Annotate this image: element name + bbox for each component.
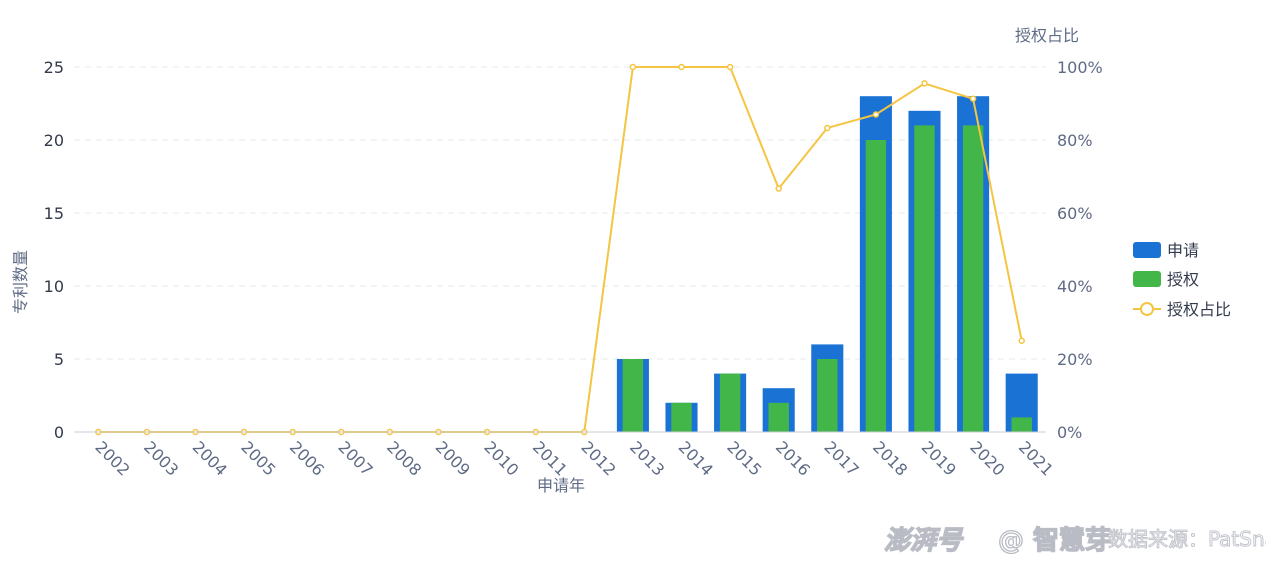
x-tick-label: 2020	[966, 437, 1008, 479]
ratio-point[interactable]	[872, 111, 880, 118]
bar-grant[interactable]	[719, 373, 741, 432]
legend-swatch-apply	[1133, 242, 1161, 258]
bar-grant[interactable]	[671, 402, 692, 432]
ratio-point[interactable]	[775, 185, 782, 192]
bar-grant[interactable]	[914, 125, 935, 433]
y-tick-label: 15	[44, 204, 64, 223]
x-tick-label: 2003	[140, 437, 182, 479]
x-tick-label: 2009	[432, 437, 474, 479]
ratio-point[interactable]	[629, 63, 637, 71]
ratio-point[interactable]	[1018, 337, 1025, 344]
x-tick-label: 2015	[723, 437, 765, 479]
axes: 0 5 10 15 20 25 0% 20% 40% 60% 80% 100% 2002 2003 2004…	[44, 58, 1103, 480]
ratio-point[interactable]	[969, 95, 977, 103]
legend-label-apply: 申请	[1167, 241, 1199, 260]
bar-grant[interactable]	[817, 359, 838, 432]
x-tick-label: 2008	[383, 437, 425, 479]
legend-swatch-grant	[1133, 271, 1161, 287]
x-tick-label: 2017	[820, 437, 862, 479]
y-right-tick-label: 80%	[1057, 131, 1093, 150]
y-tick-label: 25	[44, 58, 64, 77]
x-tick-label: 2011	[529, 437, 571, 479]
legend-label-ratio: 授权占比	[1167, 300, 1231, 319]
legend-item-apply[interactable]: 申请	[1133, 241, 1199, 260]
x-tick-label: 2021	[1015, 437, 1057, 479]
ratio-point[interactable]	[726, 63, 734, 71]
x-axis-title: 申请年	[537, 476, 585, 495]
x-tick-label: 2006	[286, 437, 328, 479]
x-tick-label: 2002	[91, 437, 133, 479]
watermark-source: 数据来源：PatSnap	[1108, 527, 1266, 551]
y-tick-label: 5	[54, 350, 64, 369]
x-tick-label: 2012	[577, 437, 619, 479]
x-tick-label: 2004	[189, 437, 231, 479]
y-tick-label: 20	[44, 131, 64, 150]
x-tick-label: 2016	[772, 437, 814, 479]
legend-item-ratio[interactable]: 授权占比	[1133, 300, 1231, 319]
y-tick-label: 0	[54, 423, 64, 442]
x-tick-label: 2005	[237, 437, 279, 479]
legend: 申请 授权 授权占比	[1133, 241, 1231, 319]
watermark: 澎湃号 @ 智慧芽 数据来源：PatSnap	[883, 525, 1266, 556]
grid-lines	[74, 66, 1046, 360]
watermark-account: @ 智慧芽	[998, 526, 1111, 556]
bar-grant[interactable]	[962, 125, 984, 433]
ratio-point[interactable]	[824, 124, 831, 132]
y-axis-title: 专利数量	[11, 250, 30, 314]
legend-label-grant: 授权	[1167, 270, 1199, 289]
x-tick-label: 2019	[918, 437, 960, 479]
y-right-tick-label: 100%	[1057, 58, 1103, 77]
x-tick-label: 2014	[675, 437, 717, 479]
bar-grant[interactable]	[1011, 417, 1032, 432]
bars	[616, 96, 1038, 433]
bar-grant[interactable]	[622, 359, 644, 432]
legend-swatch-ratio-dot	[1140, 302, 1154, 316]
watermark-logo: 澎湃号	[884, 526, 964, 556]
y-tick-label: 10	[44, 277, 64, 296]
y-right-tick-label: 20%	[1057, 350, 1093, 369]
x-tick-label: 2013	[626, 437, 668, 479]
legend-item-grant[interactable]: 授权	[1133, 270, 1199, 289]
ratio-point[interactable]	[921, 80, 928, 87]
bar-grant[interactable]	[865, 140, 887, 432]
y-right-tick-label: 0%	[1057, 423, 1082, 442]
ratio-point[interactable]	[678, 63, 685, 71]
x-tick-label: 2010	[480, 437, 522, 479]
bar-grant[interactable]	[768, 402, 789, 432]
y-right-tick-label: 60%	[1057, 204, 1093, 223]
y-axis-right-title: 授权占比	[1015, 26, 1079, 45]
x-tick-label: 2007	[334, 437, 376, 479]
y-right-tick-label: 40%	[1057, 277, 1093, 296]
x-tick-label: 2018	[869, 437, 911, 479]
